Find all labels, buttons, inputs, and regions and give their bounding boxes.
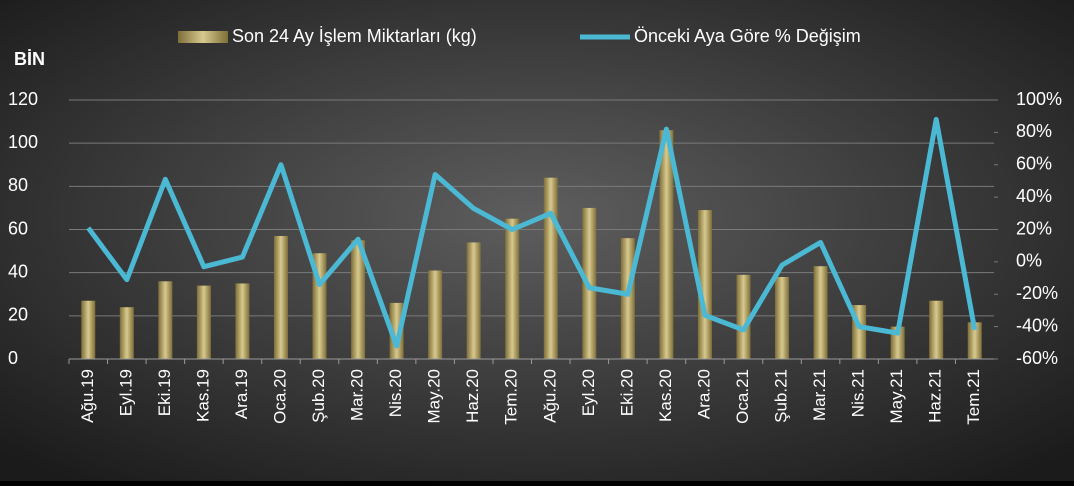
x-tick-label: Nis.21 — [849, 369, 868, 417]
x-tick-label: Kas.20 — [656, 369, 675, 422]
bar — [158, 281, 173, 359]
y-tick-label: 0 — [8, 348, 18, 368]
legend-label: Önceki Aya Göre % Değişim — [634, 26, 861, 46]
y-tick-label: 40 — [8, 261, 28, 281]
x-tick-label: Ara.20 — [694, 369, 713, 419]
bar — [929, 300, 944, 359]
y2-tick-label: 60% — [1016, 154, 1052, 174]
bar — [389, 302, 404, 359]
y-tick-label: 120 — [8, 89, 38, 109]
bar — [505, 218, 520, 359]
line — [86, 116, 978, 349]
x-tick-label: Oca.20 — [270, 369, 289, 424]
y-tick-label: 60 — [8, 218, 28, 238]
y-tick-label: 80 — [8, 175, 28, 195]
x-tick-label: Haz.20 — [463, 369, 482, 423]
y2-tick-label: 0% — [1016, 251, 1042, 271]
y-tick-label: 100 — [8, 132, 38, 152]
x-tick-label: Tem.20 — [502, 369, 521, 425]
bar — [813, 266, 828, 359]
bar — [196, 285, 211, 359]
x-tick-label: Eki.19 — [155, 369, 174, 416]
bar — [235, 283, 250, 359]
bar — [81, 300, 96, 359]
bar — [351, 240, 366, 359]
bar — [967, 322, 982, 359]
x-tick-label: Eki.20 — [617, 369, 636, 416]
x-tick-label: May.20 — [425, 369, 444, 424]
bar — [775, 276, 790, 359]
x-tick-label: Şub.20 — [309, 369, 328, 423]
x-tick-label: Kas.19 — [193, 369, 212, 422]
x-tick-label: Ara.19 — [232, 369, 251, 419]
x-tick-label: Tem.21 — [964, 369, 983, 425]
bar — [543, 177, 558, 359]
x-tick-label: Mar.21 — [810, 369, 829, 421]
x-tick-label: Ağu.20 — [540, 369, 559, 423]
x-tick-label: Oca.21 — [733, 369, 752, 424]
bar — [273, 235, 288, 359]
legend-label: Son 24 Ay İşlem Miktarları (kg) — [232, 26, 477, 46]
bar — [466, 242, 481, 359]
y-tick-label: 20 — [8, 305, 28, 325]
x-tick-label: Mar.20 — [348, 369, 367, 421]
bar — [659, 130, 674, 359]
x-tick-label: May.21 — [887, 369, 906, 424]
y2-tick-label: -20% — [1016, 283, 1058, 303]
x-tick-label: Şub.21 — [772, 369, 791, 423]
unit-label: BİN — [14, 49, 45, 69]
x-tick-label: Ağu.19 — [78, 369, 97, 423]
bar — [119, 307, 134, 359]
y2-tick-label: 40% — [1016, 186, 1052, 206]
y2-tick-label: -40% — [1016, 315, 1058, 335]
x-tick-label: Eyl.20 — [579, 369, 598, 416]
y2-tick-label: 80% — [1016, 121, 1052, 141]
legend-swatch — [178, 31, 228, 43]
x-tick-label: Eyl.19 — [116, 369, 135, 416]
bar — [428, 270, 443, 359]
x-tick-label: Nis.20 — [386, 369, 405, 417]
y2-tick-label: -60% — [1016, 348, 1058, 368]
x-tick-label: Haz.21 — [926, 369, 945, 423]
y2-tick-label: 20% — [1016, 218, 1052, 238]
bar — [736, 274, 751, 359]
y2-tick-label: 100% — [1016, 89, 1062, 109]
bar — [697, 210, 712, 359]
bar — [620, 238, 635, 359]
